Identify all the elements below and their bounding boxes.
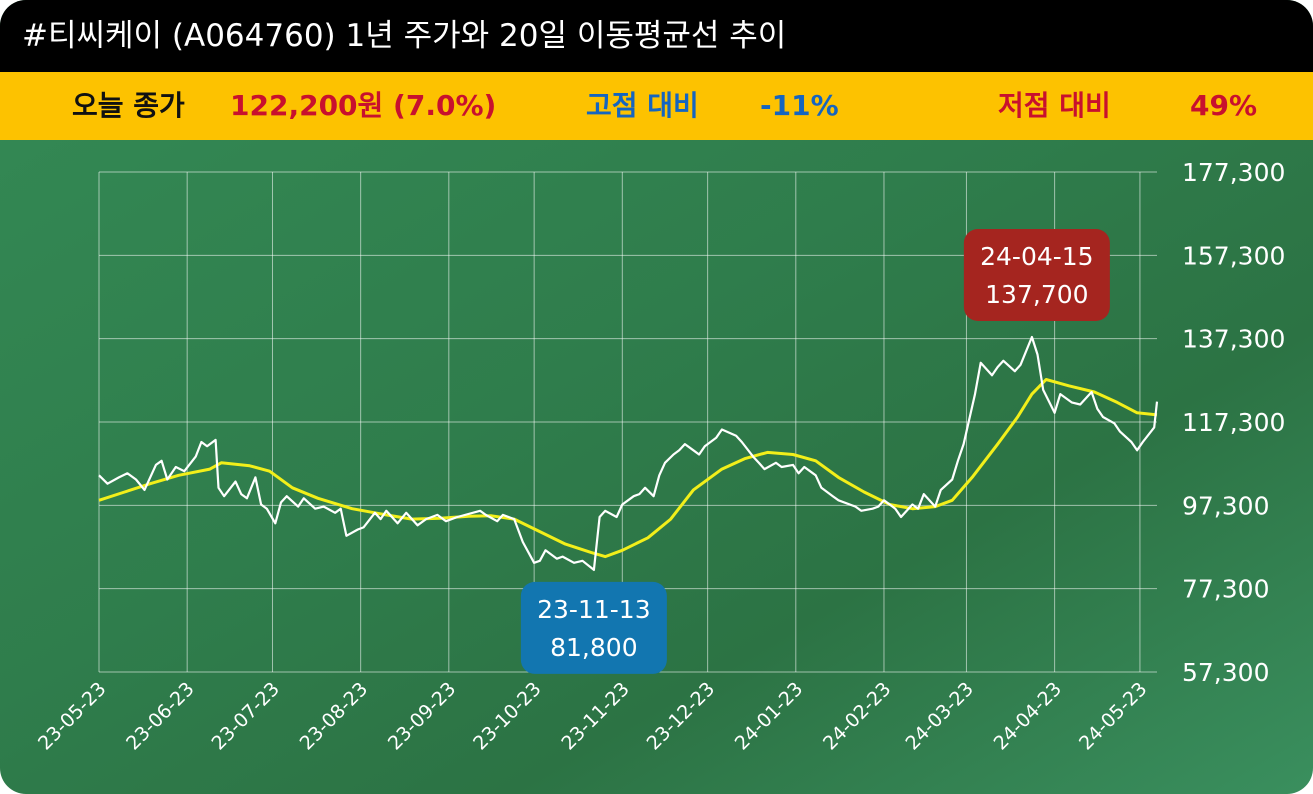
price-chart: 177,300 157,300 137,300 117,300 97,300 77,300… [34, 158, 1285, 755]
x-tick-label: 24-02-23 [819, 678, 896, 755]
y-tick-label: 117,300 [1182, 408, 1285, 437]
price-line [98, 335, 1159, 571]
low-date-label: 23-11-13 [537, 595, 650, 624]
y-tick-label: 97,300 [1182, 491, 1269, 520]
y-tick-label: 177,300 [1182, 158, 1285, 187]
y-tick-label: 137,300 [1182, 325, 1285, 354]
high-date-label: 24-04-15 [980, 242, 1093, 271]
x-tick-label: 23-08-23 [296, 678, 373, 755]
close-price-value: 122,200원 (7.0%) [230, 89, 497, 122]
high-compare-label: 고점 대비 [586, 89, 699, 122]
high-annotation-box [963, 229, 1110, 321]
low-compare-value: 49% [1190, 89, 1258, 122]
high-compare-value: -11% [760, 89, 839, 122]
y-tick-label: 57,300 [1182, 658, 1269, 687]
y-tick-label: 77,300 [1182, 575, 1269, 604]
x-tick-label: 24-03-23 [901, 678, 978, 755]
x-tick-label: 23-11-23 [557, 678, 634, 755]
x-tick-label: 23-10-23 [469, 678, 546, 755]
x-tick-label: 24-04-23 [990, 678, 1067, 755]
x-tick-label: 23-12-23 [643, 678, 720, 755]
close-price-label: 오늘 종가 [72, 89, 185, 122]
x-tick-label: 23-09-23 [384, 678, 461, 755]
x-tick-label: 23-06-23 [122, 678, 199, 755]
x-tick-label: 23-07-23 [207, 678, 284, 755]
high-annotation: 24-04-15 137,700 [963, 229, 1110, 321]
low-value-label: 81,800 [550, 633, 637, 662]
ma20-line [98, 378, 1158, 559]
x-tick-label: 24-01-23 [731, 678, 808, 755]
y-tick-label: 157,300 [1182, 241, 1285, 270]
x-tick-label: 24-05-23 [1075, 678, 1152, 755]
low-annotation-box [520, 581, 667, 674]
low-compare-label: 저점 대비 [998, 89, 1111, 122]
high-value-label: 137,700 [985, 280, 1088, 309]
low-annotation: 23-11-13 81,800 [520, 581, 667, 674]
summary-bar: 오늘 종가 122,200원 (7.0%) 고점 대비 -11% 저점 대비 4… [0, 72, 1313, 140]
x-tick-label: 23-05-23 [34, 678, 111, 755]
page-title: #티씨케이 (A064760) 1년 주가와 20일 이동평균선 추이 [0, 0, 1313, 72]
